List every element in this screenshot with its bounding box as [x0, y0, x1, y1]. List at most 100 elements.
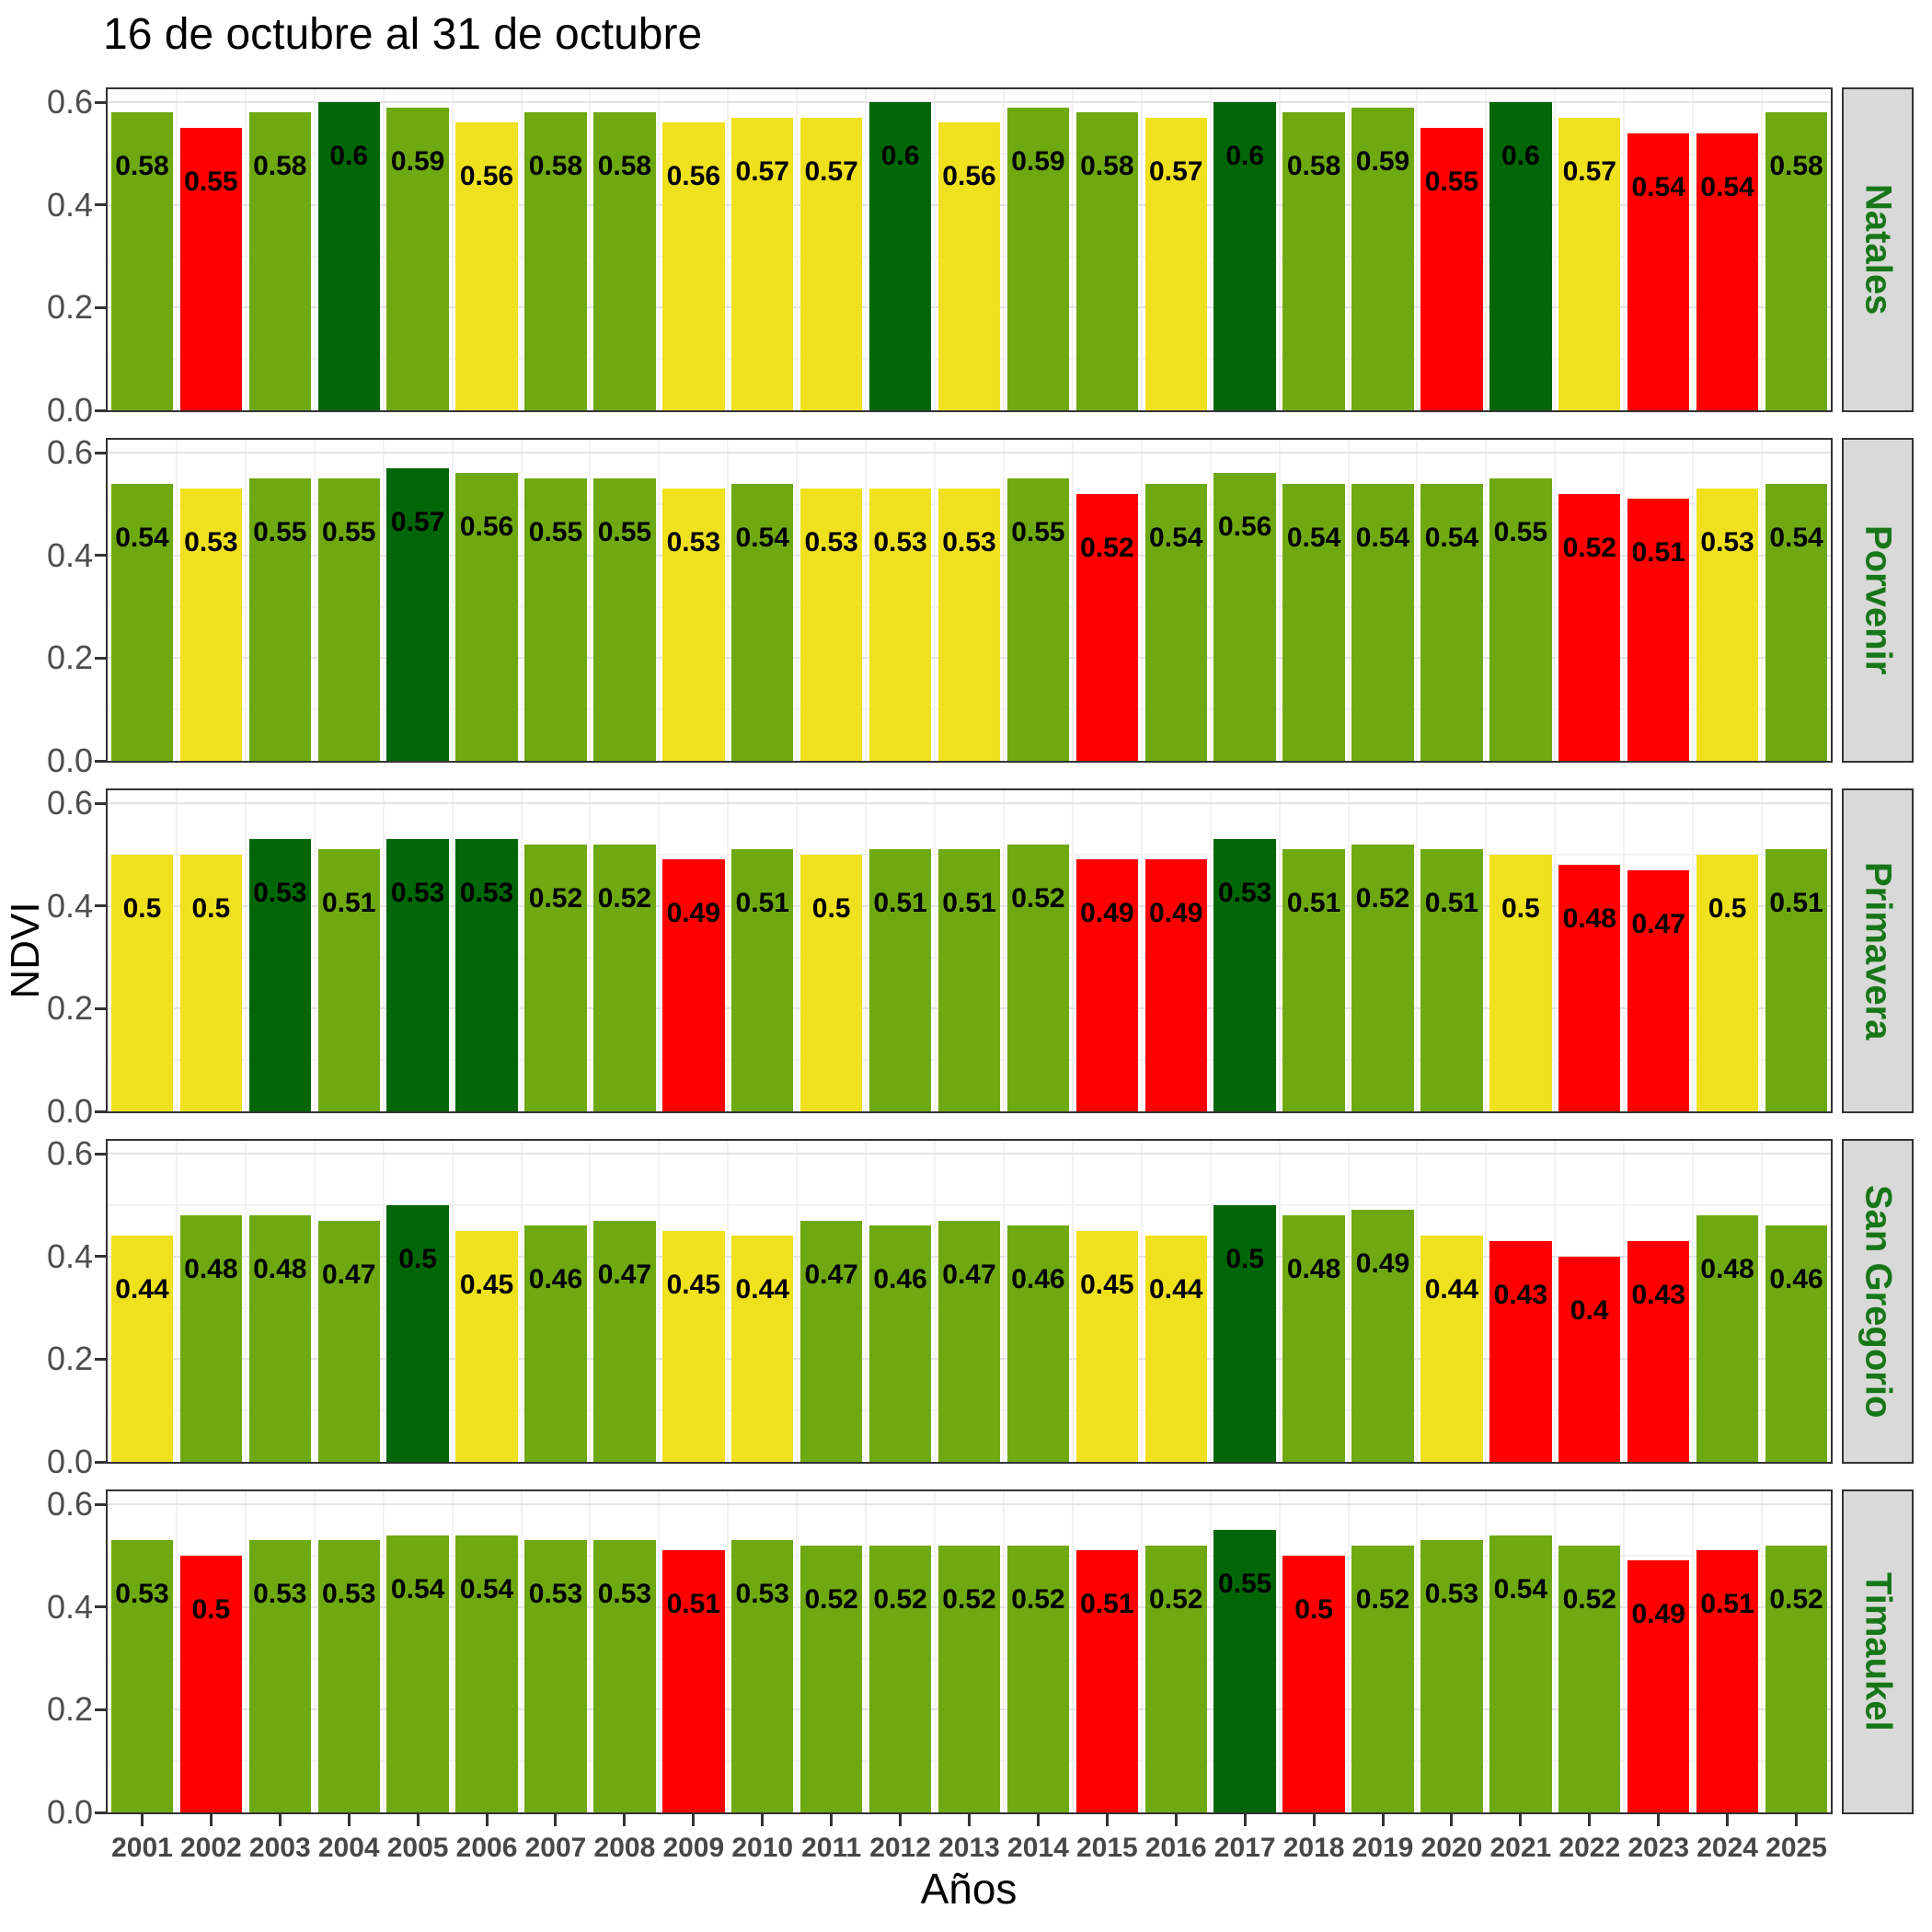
bar-value-label: 0.53 [1424, 1579, 1479, 1610]
bar-timaukel-2021 [1489, 1535, 1552, 1812]
facet-panel-timaukel: 0.53 0.5 0.53 0.53 0.54 0.54 0.53 0.53 0.51 0.53 0… [106, 1489, 1833, 1814]
bar-porvenir-2023 [1627, 499, 1690, 761]
gridline-vertical [382, 440, 385, 761]
bar-value-label: 0.53 [253, 1579, 307, 1610]
bar-timaukel-2010 [731, 1540, 794, 1812]
gridline-vertical [1278, 1491, 1281, 1812]
bar-primavera-2012 [868, 849, 932, 1111]
bar-san-gregorio-2016 [1144, 1236, 1207, 1462]
bar-value-label: 0.52 [597, 882, 652, 914]
y-tick-mark [95, 1110, 106, 1113]
bar-san-gregorio-2023 [1627, 1240, 1690, 1462]
gridline-vertical [1485, 1491, 1488, 1812]
facet-strip-primavera: Primavera [1842, 788, 1914, 1113]
bar-san-gregorio-2019 [1351, 1210, 1414, 1462]
facet-strip-label: Timaukel [1857, 1572, 1899, 1731]
bar-value-label: 0.51 [873, 888, 927, 919]
gridline-vertical [1347, 1491, 1350, 1812]
y-tick-label: 0.6 [46, 1134, 93, 1172]
bar-value-label: 0.47 [1631, 908, 1685, 939]
bar-natales-2013 [937, 122, 1001, 410]
bar-value-label: 0.46 [1769, 1264, 1823, 1295]
gridline-vertical [1071, 1491, 1074, 1812]
bar-value-label: 0.51 [1631, 537, 1685, 569]
gridline-vertical [589, 790, 592, 1111]
gridline-vertical [1554, 790, 1557, 1111]
x-tick-label: 2015 [1075, 1833, 1138, 1863]
gridline-vertical [865, 1141, 868, 1462]
gridline-vertical [1002, 790, 1005, 1111]
x-tick-mark [485, 1814, 489, 1826]
bar-value-label: 0.49 [1149, 898, 1203, 929]
gridline-vertical [727, 89, 730, 410]
bar-natales-2019 [1351, 107, 1414, 410]
bar-value-label: 0.54 [1424, 522, 1479, 553]
bar-value-label: 0.59 [1011, 145, 1065, 177]
gridline-horizontal [108, 1153, 1831, 1155]
bar-value-label: 0.58 [1080, 151, 1134, 182]
gridline-vertical [1485, 89, 1488, 410]
gridline-vertical [1416, 1491, 1419, 1812]
x-tick-label: 2010 [731, 1833, 794, 1863]
bar-timaukel-2022 [1558, 1545, 1621, 1812]
bar-value-label: 0.53 [115, 1579, 169, 1610]
bar-value-label: 0.55 [253, 516, 307, 547]
gridline-vertical [934, 1141, 937, 1462]
bar-value-label: 0.48 [253, 1254, 307, 1284]
gridline-vertical [1002, 440, 1005, 761]
bar-value-label: 0.55 [597, 516, 652, 547]
bar-san-gregorio-2015 [1075, 1230, 1139, 1462]
gridline-vertical [451, 89, 454, 410]
bar-value-label: 0.56 [459, 512, 514, 543]
bar-value-label: 0.49 [1631, 1599, 1685, 1630]
gridline-vertical [796, 1491, 799, 1812]
x-tick-mark [1726, 1814, 1730, 1826]
bar-porvenir-2010 [731, 483, 794, 761]
bar-value-label: 0.55 [1011, 516, 1065, 547]
bar-san-gregorio-2017 [1213, 1204, 1276, 1462]
gridline-vertical [1692, 1141, 1695, 1462]
x-tick-label: 2003 [248, 1833, 311, 1863]
bar-natales-2024 [1696, 132, 1759, 410]
bar-natales-2025 [1765, 112, 1828, 410]
bar-natales-2012 [868, 102, 932, 410]
bar-porvenir-2005 [386, 467, 449, 761]
bar-timaukel-2006 [455, 1535, 518, 1812]
bar-timaukel-2001 [110, 1540, 174, 1812]
bar-natales-2020 [1420, 127, 1483, 410]
gridline-vertical [1692, 440, 1695, 761]
bar-value-label: 0.55 [1217, 1568, 1272, 1599]
facet-panel-primavera: 0.5 0.5 0.53 0.51 0.53 0.53 0.52 0.52 0.49 0.51 0.… [106, 788, 1833, 1113]
y-tick-mark [95, 1152, 106, 1156]
bar-value-label: 0.45 [1080, 1269, 1134, 1300]
gridline-vertical [589, 89, 592, 410]
bar-value-label: 0.55 [1493, 516, 1548, 547]
gridline-vertical [865, 89, 868, 410]
bar-value-label: 0.52 [1562, 1583, 1616, 1615]
gridline-vertical [451, 1141, 454, 1462]
bar-value-label: 0.53 [1217, 878, 1272, 909]
bar-porvenir-2003 [248, 477, 311, 761]
bar-value-label: 0.46 [528, 1264, 583, 1295]
bar-primavera-2014 [1006, 844, 1070, 1111]
bar-value-label: 0.45 [666, 1269, 720, 1300]
x-tick-label: 2004 [317, 1833, 380, 1863]
y-tick-label: 0.4 [46, 1587, 93, 1626]
gridline-vertical [1278, 790, 1281, 1111]
y-tick-label: 0.0 [46, 391, 93, 429]
gridline-vertical [382, 790, 385, 1111]
facet-strip-san-gregorio: San Gregorio [1842, 1139, 1914, 1464]
bar-porvenir-2020 [1420, 483, 1483, 761]
bar-value-label: 0.55 [528, 516, 583, 547]
gridline-vertical [727, 1491, 730, 1812]
gridline-vertical [1347, 790, 1350, 1111]
x-tick-label: 2013 [938, 1833, 1000, 1863]
gridline-vertical [175, 1491, 178, 1812]
x-tick-mark [347, 1814, 351, 1826]
bar-porvenir-2025 [1765, 483, 1828, 761]
gridline-vertical [658, 1141, 661, 1462]
gridline-vertical [1623, 1491, 1626, 1812]
bar-porvenir-2012 [868, 489, 932, 761]
x-tick-label: 2002 [179, 1833, 242, 1863]
bar-value-label: 0.56 [666, 161, 720, 192]
